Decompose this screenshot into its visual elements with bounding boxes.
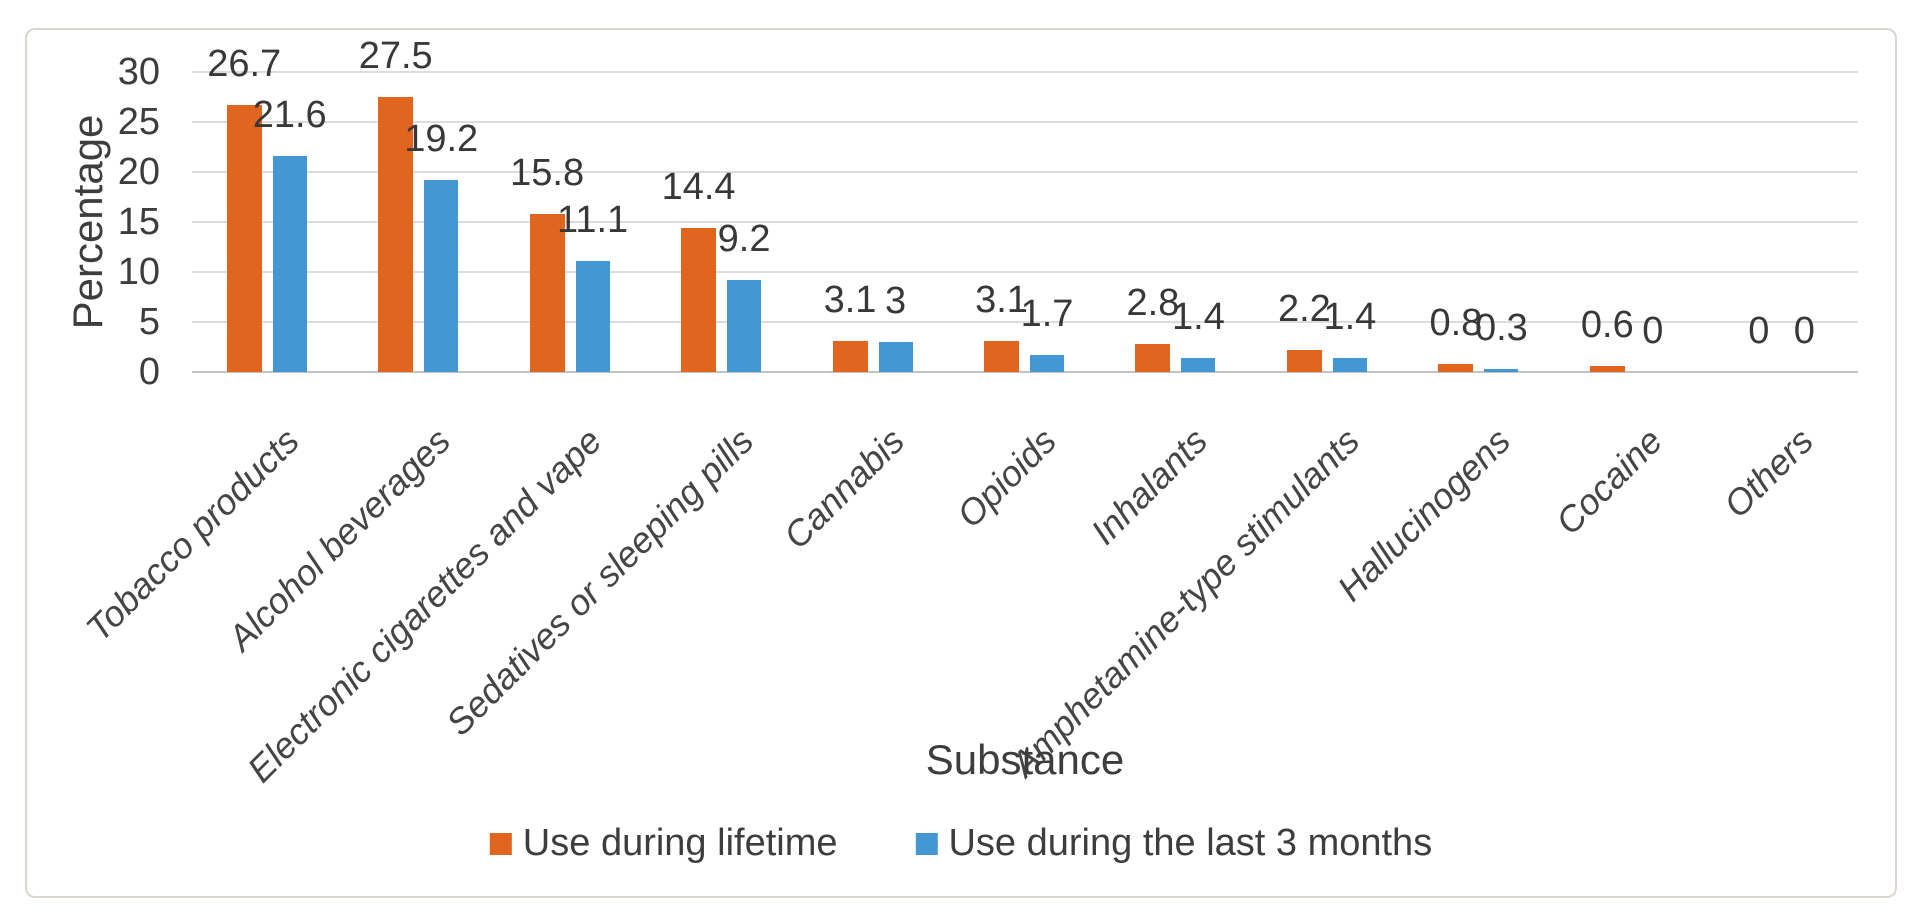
bar-use-during-the-last-3-months (575, 261, 610, 372)
gridline (192, 321, 1858, 323)
bar-use-during-lifetime (1589, 366, 1625, 372)
y-tick-label: 0 (138, 351, 160, 393)
data-label: 26.7 (207, 43, 282, 85)
gridline (192, 71, 1858, 73)
bar-use-during-the-last-3-months (1181, 358, 1216, 372)
legend-label: Use during lifetime (522, 822, 838, 864)
y-tick-label: 15 (117, 201, 160, 243)
data-label: 3.1 (823, 279, 877, 321)
y-tick-label: 30 (117, 51, 160, 93)
data-label: 1.4 (1323, 296, 1377, 338)
legend-swatch-icon (489, 832, 512, 855)
data-label: 11.1 (557, 199, 629, 241)
data-label: 3 (884, 280, 907, 322)
data-label: 2.2 (1277, 288, 1331, 330)
bar-use-during-lifetime (681, 228, 717, 372)
data-label: 19.2 (404, 118, 479, 160)
bar-use-during-lifetime (378, 97, 414, 372)
data-label: 9.2 (717, 218, 771, 260)
data-label: 0.6 (1580, 304, 1634, 346)
x-axis-line (192, 371, 1858, 373)
y-tick-label: 20 (117, 151, 160, 193)
bar-use-during-the-last-3-months (1484, 369, 1519, 372)
data-label: 0 (1748, 310, 1770, 352)
bar-use-during-lifetime (1286, 350, 1322, 372)
figure-border (25, 28, 1897, 898)
data-label: 0 (1793, 310, 1815, 352)
legend-label: Use during the last 3 months (948, 822, 1433, 864)
data-label: 0.8 (1429, 302, 1483, 344)
bar-use-during-lifetime (984, 341, 1019, 372)
data-label: 15.8 (510, 152, 585, 194)
bar-use-during-the-last-3-months (1332, 358, 1367, 372)
data-label: 2.8 (1126, 282, 1180, 324)
y-tick-label: 5 (138, 301, 160, 343)
bar-use-during-the-last-3-months (878, 342, 913, 372)
legend-item: Use during the last 3 months (915, 822, 1432, 865)
gridline (192, 221, 1858, 223)
bar-use-during-lifetime (832, 341, 868, 372)
x-axis-title: Substance (925, 736, 1125, 783)
data-label: 0 (1642, 310, 1664, 352)
gridline (192, 271, 1858, 273)
data-label: 1.4 (1172, 296, 1225, 338)
data-label: 21.6 (252, 94, 327, 136)
gridline (192, 121, 1858, 123)
data-label: 3.1 (975, 279, 1028, 321)
y-tick-label: 25 (117, 101, 160, 143)
bar-use-during-the-last-3-months (424, 180, 459, 372)
data-label: 14.4 (661, 166, 736, 208)
data-label: 1.7 (1020, 293, 1074, 335)
bar-use-during-the-last-3-months (1030, 355, 1064, 372)
y-tick-label: 10 (117, 251, 160, 293)
gridline (192, 171, 1858, 173)
legend-item: Use during lifetime (489, 822, 838, 865)
y-axis-title: Percentage (64, 114, 111, 330)
bar-use-during-the-last-3-months (727, 280, 762, 372)
bar-use-during-lifetime (529, 214, 565, 372)
data-label: 27.5 (358, 35, 433, 77)
legend: Use during lifetime Use during the last 3… (489, 822, 1432, 865)
bar-use-during-lifetime (1438, 364, 1474, 372)
legend-swatch-icon (915, 832, 938, 855)
bar-use-during-the-last-3-months (272, 156, 307, 372)
data-label: 0.3 (1474, 307, 1528, 349)
bar-use-during-lifetime (226, 105, 262, 372)
bar-use-during-lifetime (1135, 344, 1171, 372)
